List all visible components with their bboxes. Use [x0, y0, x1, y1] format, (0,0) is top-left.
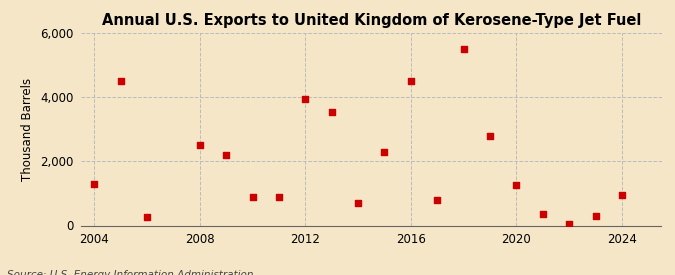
Y-axis label: Thousand Barrels: Thousand Barrels — [22, 78, 34, 181]
Point — [537, 212, 548, 216]
Point — [406, 79, 416, 83]
Point — [115, 79, 126, 83]
Point — [511, 183, 522, 188]
Point — [616, 193, 627, 197]
Point — [564, 222, 574, 226]
Point — [458, 47, 469, 51]
Point — [326, 109, 337, 114]
Point — [89, 182, 100, 186]
Point — [432, 198, 443, 202]
Point — [142, 215, 153, 220]
Title: Annual U.S. Exports to United Kingdom of Kerosene-Type Jet Fuel: Annual U.S. Exports to United Kingdom of… — [101, 13, 641, 28]
Point — [247, 194, 258, 199]
Point — [485, 133, 495, 138]
Text: Source: U.S. Energy Information Administration: Source: U.S. Energy Information Administ… — [7, 271, 253, 275]
Point — [194, 143, 205, 147]
Point — [273, 194, 284, 199]
Point — [590, 214, 601, 218]
Point — [221, 153, 232, 157]
Point — [352, 201, 363, 205]
Point — [379, 150, 390, 154]
Point — [300, 97, 310, 101]
